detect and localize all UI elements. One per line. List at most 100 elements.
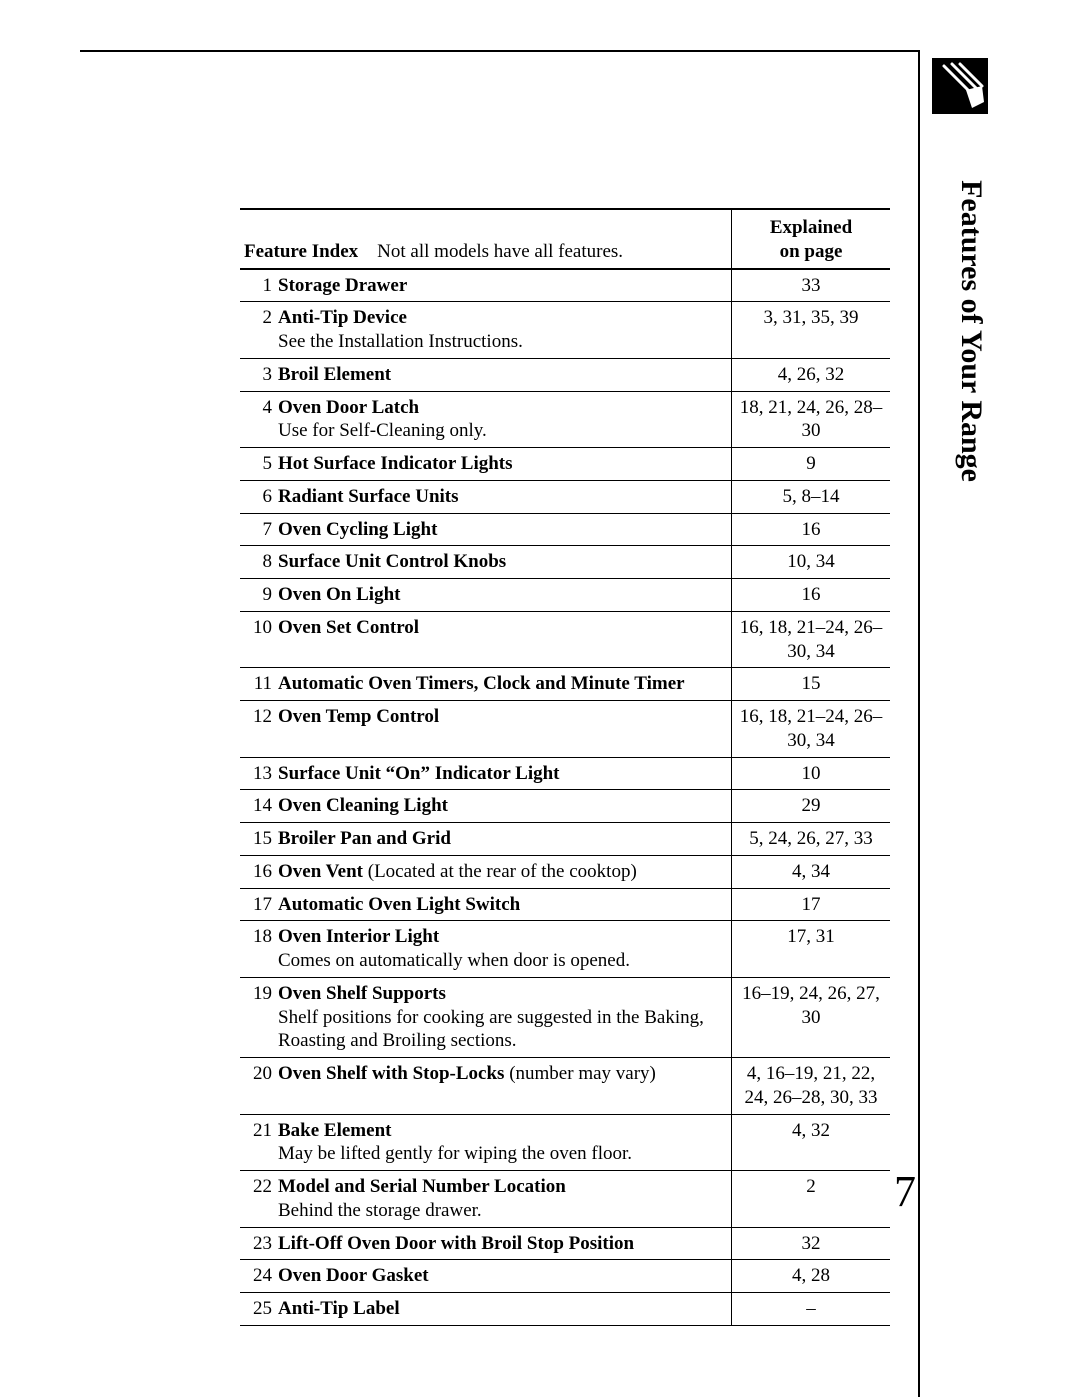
row-feature: Automatic Oven Light Switch: [278, 888, 732, 921]
row-feature: Lift-Off Oven Door with Broil Stop Posit…: [278, 1227, 732, 1260]
row-feature: Anti-Tip Label: [278, 1293, 732, 1326]
row-number: 20: [240, 1058, 278, 1115]
row-pages: 16: [732, 579, 891, 612]
table-row: 25Anti-Tip Label–: [240, 1293, 890, 1326]
row-pages: 16: [732, 513, 891, 546]
row-feature: Oven Shelf with Stop-Locks (number may v…: [278, 1058, 732, 1115]
table-row: 2Anti-Tip Device See the Installation Ins…: [240, 302, 890, 359]
feature-name: Model and Serial Number Location: [278, 1176, 566, 1197]
row-number: 8: [240, 546, 278, 579]
feature-index-table: Feature Index Not all models have all fe…: [240, 208, 890, 1326]
row-number: 25: [240, 1293, 278, 1326]
row-number: 13: [240, 757, 278, 790]
row-number: 5: [240, 448, 278, 481]
row-feature: Surface Unit “On” Indicator Light: [278, 757, 732, 790]
table-row: 13Surface Unit “On” Indicator Light10: [240, 757, 890, 790]
row-feature: Storage Drawer: [278, 269, 732, 302]
row-number: 2: [240, 302, 278, 359]
table-row: 9Oven On Light 16: [240, 579, 890, 612]
feature-name: Oven Shelf Supports: [278, 983, 446, 1004]
table-row: 18Oven Interior LightComes on automatica…: [240, 921, 890, 978]
feature-name: Broil Element: [278, 364, 391, 385]
row-number: 11: [240, 668, 278, 701]
row-feature: Hot Surface Indicator Lights: [278, 448, 732, 481]
row-feature: Anti-Tip Device See the Installation Inst…: [278, 302, 732, 359]
feature-name: Surface Unit Control Knobs: [278, 551, 506, 572]
row-feature: Oven Cleaning Light: [278, 790, 732, 823]
table-row: 23Lift-Off Oven Door with Broil Stop Pos…: [240, 1227, 890, 1260]
row-feature: Oven Door Gasket: [278, 1260, 732, 1293]
row-number: 23: [240, 1227, 278, 1260]
row-pages: 4, 28: [732, 1260, 891, 1293]
row-number: 9: [240, 579, 278, 612]
row-number: 22: [240, 1171, 278, 1228]
row-pages: 4, 34: [732, 855, 891, 888]
row-pages: 3, 31, 35, 39: [732, 302, 891, 359]
row-pages: 5, 8–14: [732, 480, 891, 513]
table-row: 17Automatic Oven Light Switch17: [240, 888, 890, 921]
feature-name: Oven Cleaning Light: [278, 795, 448, 816]
feature-name: Oven On Light: [278, 584, 400, 605]
feature-note: See the Installation Instructions.: [278, 331, 523, 352]
row-pages: 29: [732, 790, 891, 823]
feature-name: Oven Interior Light: [278, 926, 439, 947]
table-row: 5Hot Surface Indicator Lights 9: [240, 448, 890, 481]
feature-note: Shelf positions for cooking are suggeste…: [278, 1007, 704, 1052]
table-row: 20Oven Shelf with Stop-Locks (number may…: [240, 1058, 890, 1115]
feature-name: Lift-Off Oven Door with Broil Stop Posit…: [278, 1233, 634, 1254]
row-feature: Automatic Oven Timers, Clock and Minute …: [278, 668, 732, 701]
feature-name: Oven Vent: [278, 861, 363, 882]
feature-name: Oven Temp Control: [278, 706, 439, 727]
row-pages: 5, 24, 26, 27, 33: [732, 823, 891, 856]
header-right: Explained on page: [732, 209, 891, 269]
row-number: 12: [240, 701, 278, 758]
feature-name: Bake Element: [278, 1120, 391, 1141]
feature-name: Automatic Oven Light Switch: [278, 894, 520, 915]
range-broom-icon: [932, 58, 988, 114]
row-pages: 17, 31: [732, 921, 891, 978]
table-row: 16Oven Vent (Located at the rear of the …: [240, 855, 890, 888]
table-row: 15Broiler Pan and Grid5, 24, 26, 27, 33: [240, 823, 890, 856]
feature-note: Behind the storage drawer.: [278, 1200, 482, 1221]
table-header-row: Feature Index Not all models have all fe…: [240, 209, 890, 269]
row-pages: 2: [732, 1171, 891, 1228]
feature-inline-note: (Located at the rear of the cooktop): [363, 861, 637, 882]
row-feature: Radiant Surface Units: [278, 480, 732, 513]
feature-name: Hot Surface Indicator Lights: [278, 453, 513, 474]
row-number: 17: [240, 888, 278, 921]
row-pages: 4, 32: [732, 1114, 891, 1171]
row-pages: 18, 21, 24, 26, 28–30: [732, 391, 891, 448]
row-feature: Oven Set Control: [278, 611, 732, 668]
row-pages: 4, 16–19, 21, 22, 24, 26–28, 30, 33: [732, 1058, 891, 1115]
feature-name: Anti-Tip Device: [278, 307, 407, 328]
feature-name: Oven Set Control: [278, 617, 419, 638]
feature-note: Comes on automatically when door is open…: [278, 950, 630, 971]
row-pages: 16–19, 24, 26, 27, 30: [732, 977, 891, 1057]
row-feature: Oven Door LatchUse for Self-Cleaning onl…: [278, 391, 732, 448]
row-feature: Oven On Light: [278, 579, 732, 612]
table-row: 3Broil Element4, 26, 32: [240, 358, 890, 391]
header-left-note: Not all models have all features.: [377, 241, 623, 262]
page-number: 7: [894, 1166, 916, 1217]
table-row: 11Automatic Oven Timers, Clock and Minut…: [240, 668, 890, 701]
page: Features of Your Range Feature Index Not…: [0, 0, 1080, 1397]
row-number: 16: [240, 855, 278, 888]
header-left-bold: Feature Index: [244, 241, 358, 262]
feature-name: Storage Drawer: [278, 275, 407, 296]
row-feature: Broil Element: [278, 358, 732, 391]
table-row: 1Storage Drawer33: [240, 269, 890, 302]
row-feature: Oven Shelf Supports Shelf positions for c…: [278, 977, 732, 1057]
row-pages: 9: [732, 448, 891, 481]
header-left: Feature Index Not all models have all fe…: [240, 209, 732, 269]
table-row: 12Oven Temp Control 16, 18, 21–24, 26–30,…: [240, 701, 890, 758]
feature-name: Automatic Oven Timers, Clock and Minute …: [278, 673, 685, 694]
row-pages: 17: [732, 888, 891, 921]
page-frame: Features of Your Range Feature Index Not…: [80, 50, 920, 1397]
row-number: 10: [240, 611, 278, 668]
row-number: 4: [240, 391, 278, 448]
row-pages: 16, 18, 21–24, 26–30, 34: [732, 701, 891, 758]
row-number: 6: [240, 480, 278, 513]
row-pages: 32: [732, 1227, 891, 1260]
row-number: 3: [240, 358, 278, 391]
row-feature: Surface Unit Control Knobs: [278, 546, 732, 579]
